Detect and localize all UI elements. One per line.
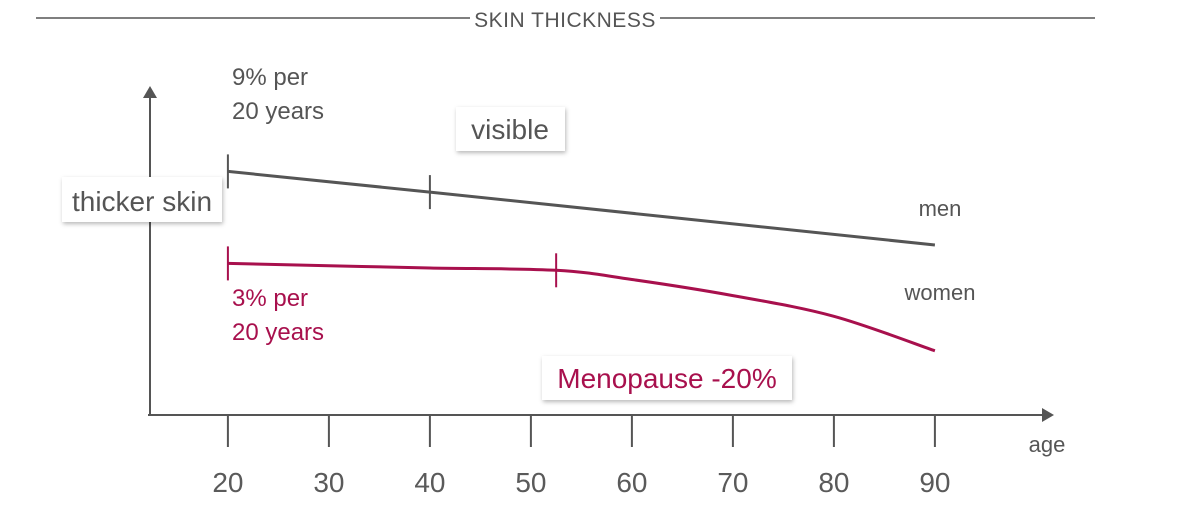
- y-axis-arrow: [143, 86, 157, 98]
- y-axis-label-box: thicker skin: [62, 177, 222, 222]
- visible-annotation-box: visible: [456, 107, 565, 151]
- x-tick-labels: 20 30 40 50 60 70 80 90: [212, 467, 950, 498]
- y-axis-label-background: [62, 177, 222, 222]
- chart-title: SKIN THICKNESS: [474, 9, 656, 32]
- x-tick-label-20: 20: [212, 467, 243, 498]
- y-axis-label: thicker skin: [72, 186, 212, 217]
- series-line-women: [227, 261, 936, 353]
- women-rate-line2: 20 years: [232, 319, 324, 346]
- visible-annotation: visible: [471, 114, 549, 145]
- men-rate-line2: 20 years: [232, 98, 324, 125]
- x-tick-label-50: 50: [515, 467, 546, 498]
- x-tick-label-90: 90: [919, 467, 950, 498]
- series-line-men: [227, 169, 936, 247]
- series-label-women: women: [904, 280, 976, 305]
- men-rate-line1: 9% per: [232, 64, 308, 91]
- x-axis-label: age: [1029, 432, 1066, 457]
- x-ticks: [226, 415, 936, 447]
- series-label-men: men: [919, 196, 962, 221]
- x-tick-label-80: 80: [818, 467, 849, 498]
- menopause-box-background: [542, 356, 792, 400]
- women-rate-line1: 3% per: [232, 285, 308, 312]
- x-tick-label-60: 60: [616, 467, 647, 498]
- x-tick-label-30: 30: [313, 467, 344, 498]
- visible-box-background: [456, 107, 565, 151]
- series-markers: [226, 154, 558, 288]
- x-tick-label-40: 40: [414, 467, 445, 498]
- x-axis-arrow: [1042, 408, 1054, 422]
- menopause-annotation-box: Menopause -20%: [542, 356, 792, 400]
- x-tick-label-70: 70: [717, 467, 748, 498]
- menopause-annotation: Menopause -20%: [557, 363, 776, 394]
